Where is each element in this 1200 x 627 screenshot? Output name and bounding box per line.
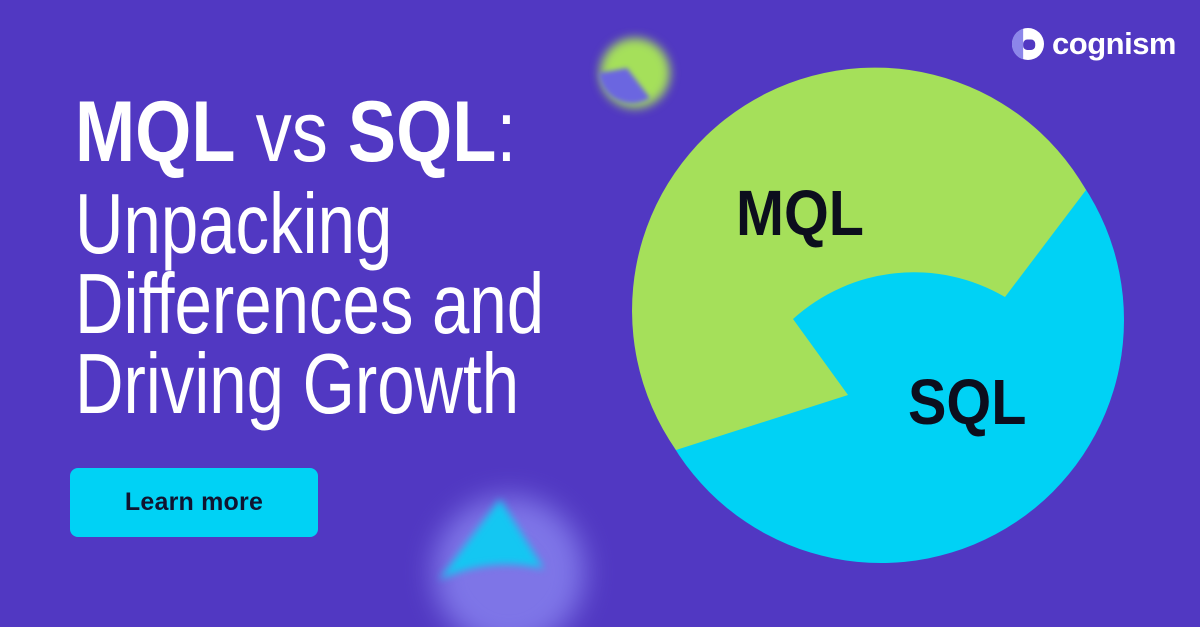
subtitle: Unpacking Differences and Driving Growth [75,177,545,432]
headline-term-mql: MQL [75,84,236,180]
subtitle-line-3: Driving Growth [75,337,520,432]
decor-blob-top-circle [600,38,670,108]
pie-sql-slice [638,77,1124,563]
cognism-logo-mark-icon [1012,28,1045,60]
brand-name: cognism [1052,26,1176,61]
decor-blob-bottom-wedge [439,499,544,580]
headline-colon: : [496,84,517,180]
headline-connector: vs [255,84,328,180]
decor-blob-bottom-circle [433,496,585,627]
decor-blob-top-wedge [599,68,650,104]
subtitle-line-2: Differences and [75,257,545,352]
learn-more-button[interactable]: Learn more [70,468,318,537]
headline-term-sql: SQL [347,84,497,180]
subtitle-line-1: Unpacking [75,177,393,272]
pie-label-mql: MQL [736,177,864,249]
cognism-logo: cognism [1012,28,1176,60]
pie-label-sql: SQL [908,366,1027,438]
headline: MQL vs SQL: [75,89,516,175]
